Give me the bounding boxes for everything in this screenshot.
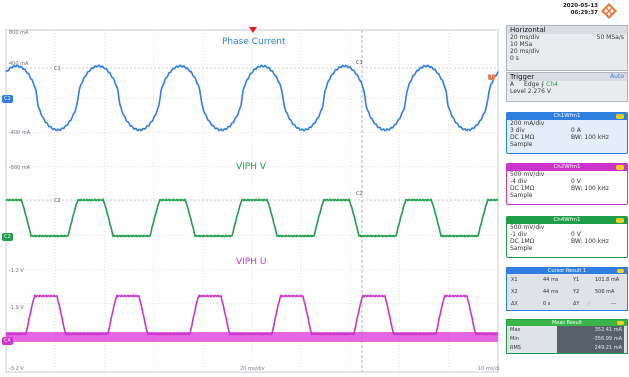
ch4-settings[interactable]: Ch4Wfm1 500 mV/div -1 div 0 V DC 1MΩ BW: 1… (506, 216, 628, 258)
axis-label: 800 mA (9, 30, 29, 36)
axis-label: -3.2 V (9, 366, 24, 372)
timebase-left: 20 ms/div (240, 366, 265, 372)
cursor-row: ΔX 0 s ΔY ⟋ --- (507, 298, 627, 310)
ch4-baseline-band (6, 332, 498, 342)
ch4-header: Ch4Wfm1 (507, 217, 627, 224)
horizontal-settings[interactable]: Horizontal 20 ms/div 50 MSa/s 10 MSa 20 m… (506, 25, 628, 71)
meas-toggle-icon[interactable] (617, 321, 624, 325)
trigger-level-marker[interactable]: T (488, 74, 496, 80)
horizontal-header: Horizontal (507, 26, 627, 34)
ch2-coupling: DC 1MΩ BW: 100 kHz (510, 185, 609, 192)
ch4-coupling: DC 1MΩ BW: 100 kHz (510, 238, 609, 245)
trigger-settings[interactable]: Trigger Auto A Edge ⨍ Ch4 Level 2.276 V (506, 72, 628, 102)
cursor-header: Cursor Result 1 (507, 268, 627, 274)
ch2-ground-marker[interactable]: C2 (2, 233, 13, 241)
horizontal-row: 20 ms/div 50 MSa/s (510, 34, 624, 41)
axis-label: -800 mA (9, 165, 31, 171)
trigger-source-row: A Edge ⨍ Ch4 (510, 81, 558, 88)
axis-label: -1.2 V (9, 268, 24, 274)
ch4-ground-marker[interactable]: C4 (2, 337, 13, 345)
datetime-display: 2020-05-13 06:29:37 (548, 3, 598, 17)
trigger-header: Trigger Auto (507, 73, 627, 81)
ch1-acq: Sample (510, 141, 533, 148)
ch1-settings[interactable]: Ch1Wfm1 200 mA/div 3 div 0 A DC 1MΩ BW: 10… (506, 112, 628, 154)
cursor-row: X2 44 ms Y2 506 mA (511, 289, 615, 295)
ch2-scale: 500 mV/div (510, 171, 545, 178)
cursor-result[interactable]: Cursor Result 1 X1 44 ms Y1 101.8 mA X2 … (506, 267, 628, 311)
cursor-tag: C2 (356, 191, 363, 197)
ch4-offset: -1 div 0 V (510, 231, 581, 238)
cursor-row: X1 44 ms Y1 101.8 mA (511, 277, 620, 283)
ch1-offset: 3 div 0 A (510, 127, 581, 134)
ch4-toggle-icon[interactable] (616, 218, 624, 223)
ch4-waveform (5, 293, 499, 337)
ch1-scale: 200 mA/div (510, 120, 545, 127)
ch2-offset: -4 div 0 V (510, 178, 581, 185)
ch2-waveform (5, 197, 499, 238)
ch1-coupling: DC 1MΩ BW: 100 kHz (510, 134, 609, 141)
ch1-waveform (5, 64, 499, 132)
cursor-tag: C1 (356, 60, 363, 66)
axis-label: 400 mA (9, 61, 29, 67)
meas-row: Max 352.41 mA (510, 326, 624, 335)
ch4-trace-title: VIPH U (236, 257, 267, 267)
cursor-tag: C2 (54, 198, 61, 204)
date-text: 2020-05-13 (562, 3, 598, 9)
ch2-header: Ch2Wfm1 (507, 164, 627, 171)
ch1-toggle-icon[interactable] (616, 114, 624, 119)
measurement-result[interactable]: Meas Result Max 352.41 mA Min -356.99 mA… (506, 319, 628, 354)
horizontal-row: 20 ms/div (510, 48, 540, 55)
meas-row: RMS 249.21 mA (510, 344, 624, 353)
ch2-toggle-icon[interactable] (616, 165, 624, 170)
trigger-position-icon[interactable] (249, 27, 257, 33)
brand-logo-icon (601, 3, 617, 19)
waveform-display[interactable]: 800 mA 400 mA -400 mA -800 mA -1.2 V -1.… (0, 0, 503, 377)
trigger-level-row: Level 2.276 V (510, 88, 551, 95)
ch1-ground-marker[interactable]: C1 (2, 95, 13, 103)
ch1-trace-title: Phase Current (222, 37, 286, 47)
cursor-tag: C1 (54, 66, 61, 72)
ch4-scale: 500 mV/div (510, 224, 545, 231)
horizontal-row: 10 MSa (510, 41, 533, 48)
ch2-acq: Sample (510, 192, 533, 199)
ch2-settings[interactable]: Ch2Wfm1 500 mV/div -4 div 0 V DC 1MΩ BW: 1… (506, 163, 628, 205)
ch4-acq: Sample (510, 245, 533, 252)
ch1-header: Ch1Wfm1 (507, 113, 627, 120)
ch2-trace-title: VIPH V (236, 162, 267, 172)
time-text: 06:29:37 (570, 10, 598, 16)
horizontal-row: 0 s (510, 55, 519, 62)
axis-label: -1.9 V (9, 305, 24, 311)
rising-edge-icon: ⨍ (541, 81, 545, 88)
meas-header: Meas Result (507, 320, 627, 326)
cursor-link-icon[interactable]: ⟋ (587, 301, 591, 307)
waveform-grid (5, 29, 499, 373)
meas-row: Min -356.99 mA (510, 335, 624, 344)
axis-label: -400 mA (9, 130, 31, 136)
timebase-right: 10 ms/div (478, 366, 503, 372)
cursor-toggle-icon[interactable] (617, 269, 624, 273)
